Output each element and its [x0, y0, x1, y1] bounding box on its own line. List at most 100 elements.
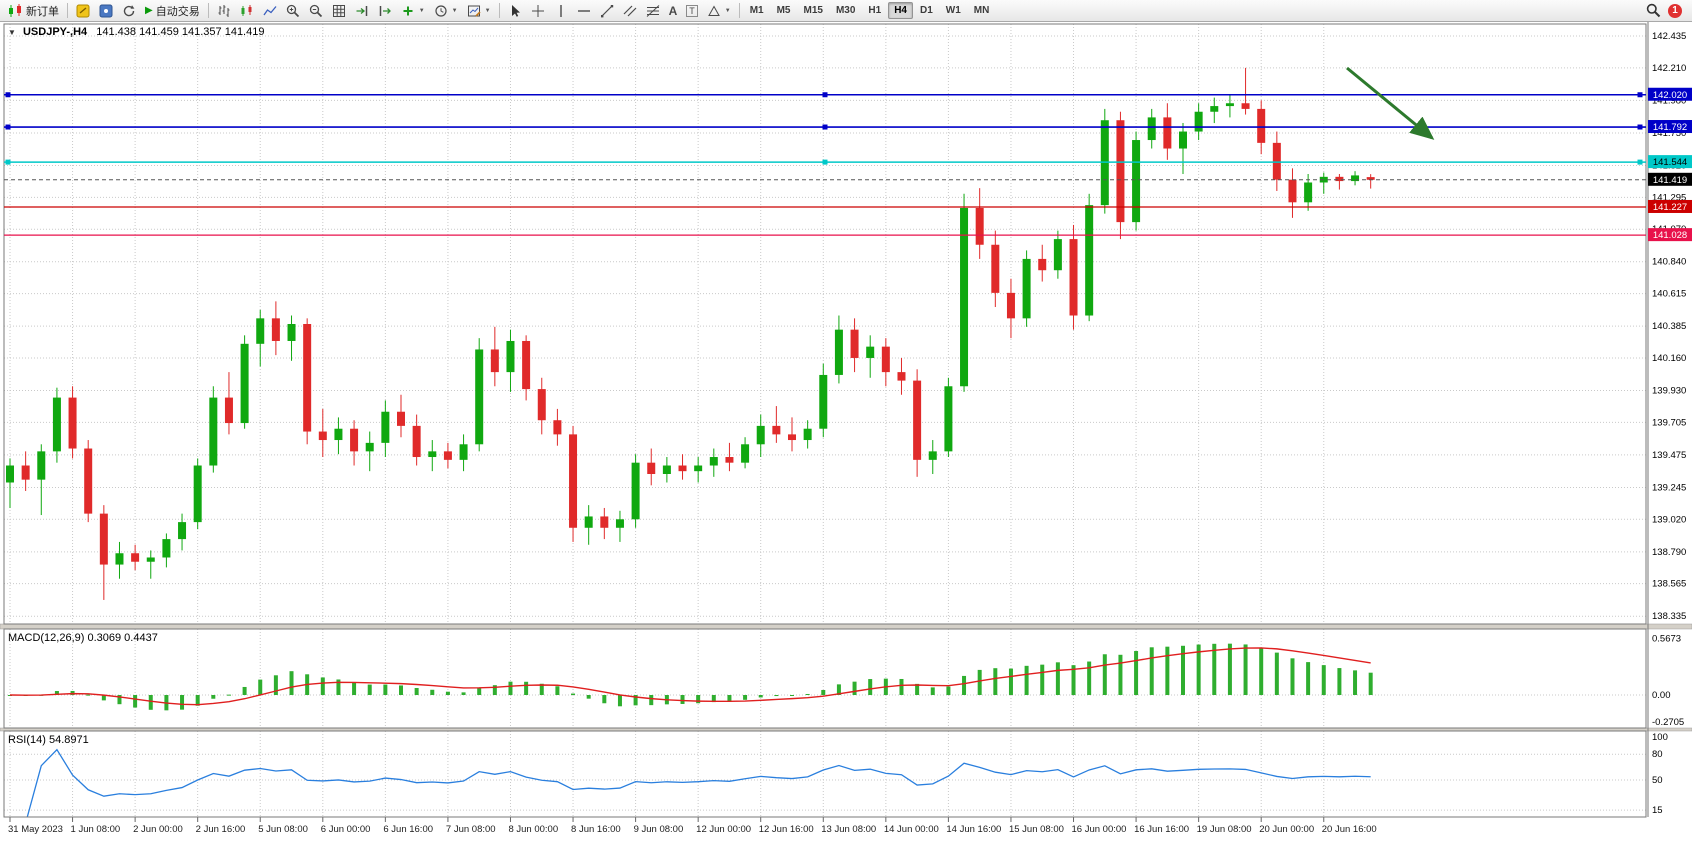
macd-histogram-bar [477, 687, 482, 695]
indicators-button[interactable]: ▼ [397, 1, 429, 20]
macd-histogram-bar [1118, 654, 1123, 695]
macd-histogram-bar [242, 686, 247, 695]
notification-badge[interactable]: 1 [1668, 3, 1682, 18]
candle-up [381, 411, 390, 443]
trendline-tool-button[interactable] [596, 1, 618, 20]
line-chart-icon [263, 5, 277, 15]
line-handle[interactable] [822, 92, 828, 98]
channel-tool-button[interactable] [619, 1, 641, 20]
trend-arrow-annotation[interactable] [1346, 66, 1435, 140]
timeframe-h4-button[interactable]: H4 [888, 2, 913, 19]
line-handle[interactable] [822, 159, 828, 165]
cursor-tool-button[interactable] [504, 1, 526, 20]
candle-up [615, 519, 624, 528]
search-button[interactable] [1642, 1, 1665, 20]
current-price-badge-label: 141.419 [1653, 175, 1687, 186]
vertical-line-tool-button[interactable] [550, 1, 572, 20]
zoom-in-button[interactable] [282, 1, 304, 20]
candle-up [928, 451, 937, 460]
line-chart-mode-button[interactable] [259, 1, 281, 20]
autotrading-button[interactable]: ▶ 自动交易 [141, 1, 204, 20]
time-label: 14 Jun 16:00 [946, 824, 1001, 835]
price-line-badge [1648, 199, 1692, 213]
timeframe-mn-button[interactable]: MN [968, 2, 996, 19]
candle-down [1257, 108, 1266, 143]
candle-up [866, 346, 875, 358]
price-tick-label: 141.295 [1652, 192, 1686, 203]
line-handle[interactable] [5, 159, 11, 165]
panel-separator[interactable] [0, 623, 1692, 630]
crosshair-tool-button[interactable] [527, 1, 549, 20]
metaeditor-icon [76, 4, 90, 17]
time-label: 14 Jun 00:00 [884, 824, 939, 835]
collapse-icon[interactable]: ▼ [8, 28, 16, 37]
grid-toggle-button[interactable] [328, 1, 350, 20]
vertical-line-icon [559, 4, 562, 17]
line-handle[interactable] [5, 92, 11, 98]
fibonacci-tool-button[interactable] [642, 1, 664, 20]
chart-shift-button[interactable] [374, 1, 396, 20]
zoom-out-button[interactable] [305, 1, 327, 20]
timeframe-d1-button[interactable]: D1 [914, 2, 939, 19]
macd-histogram-bar [852, 681, 857, 695]
time-label: 16 Jun 16:00 [1134, 824, 1189, 835]
horizontal-line-tool-button[interactable] [573, 1, 595, 20]
candle-down [397, 411, 405, 426]
candle-up [819, 374, 828, 429]
panel-border [3, 23, 1647, 625]
timeframe-m30-button[interactable]: M30 [830, 2, 861, 19]
autotrading-label: 自动交易 [155, 5, 200, 18]
candle-down [490, 349, 499, 373]
line-handle[interactable] [1637, 92, 1643, 98]
timeframe-m15-button[interactable]: M15 [798, 2, 829, 19]
refresh-button[interactable] [118, 1, 140, 20]
candle-up [1132, 140, 1141, 223]
fibonacci-icon [646, 4, 659, 17]
templates-button[interactable]: ▼ [463, 1, 495, 20]
chevron-down-icon: ▼ [724, 7, 731, 14]
time-label: 9 Jun 08:00 [634, 824, 684, 835]
timeframe-m1-button[interactable]: M1 [744, 2, 770, 19]
shapes-tool-button[interactable]: ▼ [703, 1, 735, 20]
time-label: 6 Jun 00:00 [321, 824, 371, 835]
zoom-in-icon [286, 4, 299, 17]
price-line-badge-label: 141.227 [1653, 202, 1687, 213]
macd-histogram-bar [101, 695, 106, 701]
bar-chart-mode-button[interactable] [213, 1, 235, 20]
navigator-button[interactable] [95, 1, 117, 20]
time-label: 2 Jun 00:00 [133, 824, 183, 835]
macd-histogram-bar [977, 669, 982, 695]
timeframe-m5-button[interactable]: M5 [771, 2, 797, 19]
line-handle[interactable] [1637, 124, 1643, 130]
candle-up [240, 343, 249, 424]
timeframe-w1-button[interactable]: W1 [940, 2, 967, 19]
candle-up [709, 457, 718, 466]
panel-border [3, 628, 1647, 729]
periods-button[interactable]: ▼ [430, 1, 462, 20]
text-label-tool-button[interactable]: T [682, 1, 702, 20]
macd-histogram-bar [1024, 665, 1029, 695]
macd-histogram-bar [617, 695, 622, 707]
macd-histogram-bar [711, 695, 716, 703]
line-handle[interactable] [1637, 159, 1643, 165]
macd-histogram-bar [117, 695, 122, 705]
candle-up [256, 318, 265, 344]
candlestick-mode-button[interactable] [236, 1, 258, 20]
metaeditor-button[interactable] [72, 1, 94, 20]
new-order-button[interactable]: 新订单 [4, 1, 63, 20]
macd-histogram-bar [1321, 665, 1326, 695]
timeframe-h1-button[interactable]: H1 [862, 2, 887, 19]
line-handle[interactable] [822, 124, 828, 130]
macd-signal-line [9, 647, 1371, 706]
text-tool-button[interactable]: A [665, 1, 682, 20]
auto-scroll-button[interactable] [351, 1, 373, 20]
price-tick-label: 139.705 [1652, 417, 1686, 428]
line-handle[interactable] [5, 124, 11, 130]
chart-canvas[interactable]: 142.435142.210141.980141.750141.520141.2… [0, 22, 1692, 841]
macd-histogram-bar [727, 695, 732, 702]
price-tick-label: 138.335 [1652, 611, 1686, 622]
time-label: 12 Jun 16:00 [759, 824, 814, 835]
macd-histogram-bar [289, 671, 294, 695]
template-icon [467, 5, 481, 17]
candle-up [694, 465, 703, 472]
